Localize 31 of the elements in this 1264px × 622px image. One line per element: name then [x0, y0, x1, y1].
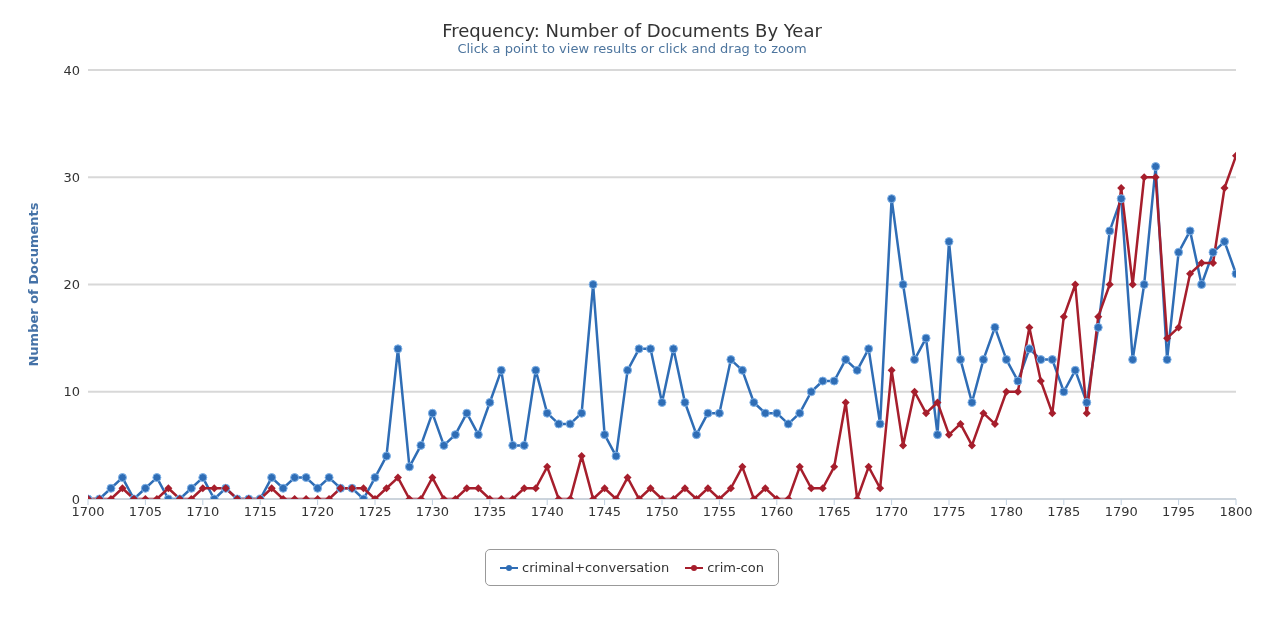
x-tick-label: 1750 — [645, 504, 679, 520]
legend-label: criminal+conversation — [521, 560, 670, 575]
y-tick-label: 40 — [63, 62, 80, 78]
x-tick-label: 1700 — [71, 504, 105, 520]
x-tick-label: 1770 — [875, 504, 909, 520]
chart-title: Frequency: Number of Documents By Year — [441, 20, 823, 41]
legend-label: crim-con — [706, 560, 764, 575]
x-tick-label: 1720 — [301, 504, 335, 520]
y-tick-label: 10 — [63, 384, 80, 400]
x-tick-label: 1800 — [1219, 504, 1253, 520]
x-tick-label: 1705 — [128, 504, 162, 520]
x-tick-label: 1725 — [358, 504, 392, 520]
x-tick-label: 1715 — [243, 504, 277, 520]
chart-subtitle: Click a point to view results or click and drag to zoom — [456, 41, 808, 56]
y-axis-title: Number of Documents — [25, 202, 41, 367]
x-tick-label: 1755 — [702, 504, 736, 520]
x-tick-label: 1785 — [1047, 504, 1081, 520]
x-tick-label: 1735 — [473, 504, 507, 520]
x-tick-label: 1780 — [989, 504, 1023, 520]
x-tick-label: 1765 — [817, 504, 851, 520]
x-tick-label: 1730 — [415, 504, 449, 520]
y-tick-label: 20 — [63, 277, 80, 293]
x-tick-label: 1745 — [588, 504, 622, 520]
x-tick-label: 1760 — [760, 504, 794, 520]
y-tick-label: 0 — [71, 491, 80, 507]
x-tick-label: 1795 — [1162, 504, 1196, 520]
x-tick-label: 1790 — [1104, 504, 1138, 520]
x-tick-label: 1710 — [186, 504, 220, 520]
y-tick-label: 30 — [63, 169, 80, 185]
x-tick-label: 1775 — [932, 504, 966, 520]
x-tick-label: 1740 — [530, 504, 564, 520]
